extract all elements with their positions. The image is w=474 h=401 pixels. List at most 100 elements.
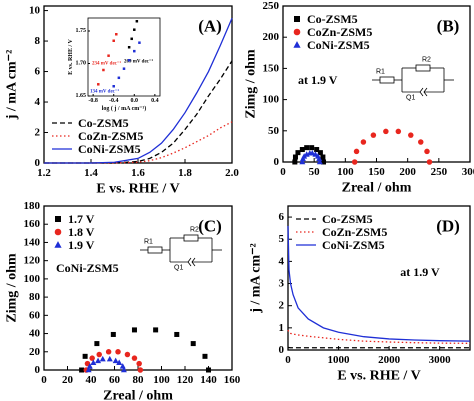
annotation: at 1.9 V <box>400 265 440 279</box>
marker <box>351 159 358 165</box>
x-tick-label: 140 <box>200 374 217 386</box>
marker <box>107 54 110 57</box>
y-tick-label: 50 <box>268 125 280 137</box>
legend-label: CoZn-ZSM5 <box>322 225 387 239</box>
marker <box>90 359 97 365</box>
legend-label: CoNi-ZSM5 <box>307 38 370 52</box>
marker <box>54 228 62 236</box>
marker <box>137 367 144 373</box>
marker <box>174 331 180 337</box>
x-tick-label: 40 <box>86 374 98 386</box>
marker <box>99 355 106 362</box>
marker <box>424 148 430 155</box>
y-tick-label: 8 <box>35 35 41 47</box>
y-tick-label: 60 <box>29 309 41 321</box>
y-axis-label: E vs. RHE / V <box>68 38 74 74</box>
marker <box>89 355 95 361</box>
x-tick-label: 0 <box>285 354 291 366</box>
y-tick-label: 4 <box>35 96 41 108</box>
x-tick-label: 80 <box>133 374 145 386</box>
marker <box>119 363 126 369</box>
x-tick-label: 160 <box>224 374 241 386</box>
marker <box>138 41 141 44</box>
panel-label: (D) <box>436 217 460 236</box>
annotation: at 1.9 V <box>298 73 338 87</box>
x-tick-label: 2000 <box>378 354 401 366</box>
marker <box>116 359 123 365</box>
x-tick-label: 200 <box>399 166 416 178</box>
marker <box>360 139 367 145</box>
marker <box>206 367 211 373</box>
y-tick-label: 40 <box>29 328 41 340</box>
marker <box>353 148 360 155</box>
circuit-label: R1 <box>376 69 385 76</box>
y-tick-label: 2 <box>35 127 41 139</box>
x-tick-label: 120 <box>177 374 194 386</box>
marker <box>120 366 127 373</box>
legend-label: Co-ZSM5 <box>322 212 373 226</box>
legend-label: CoZn-ZSM5 <box>307 25 372 39</box>
y-tick-label: 140 <box>24 236 41 248</box>
marker <box>316 155 323 162</box>
y-tick-label: 100 <box>263 94 280 106</box>
marker <box>304 145 310 151</box>
marker <box>299 158 306 165</box>
y-tick-label: 150 <box>263 62 280 74</box>
circuit-label: R2 <box>190 227 199 234</box>
marker <box>136 360 142 367</box>
x-tick-label: -0.8 <box>88 98 98 104</box>
y-axis-label: j / mA cm⁻² <box>249 243 264 314</box>
plot-frame <box>287 205 471 351</box>
x-tick-label: -0.4 <box>109 98 119 104</box>
data-line <box>44 17 233 164</box>
marker <box>112 39 115 42</box>
marker <box>395 128 402 135</box>
y-tick-label: 6 <box>279 211 285 223</box>
x-tick-label: 1.4 <box>84 167 98 179</box>
y-tick-label: 1.75 <box>76 28 87 34</box>
legend-label: CoZn-ZSM5 <box>78 129 143 143</box>
marker <box>408 132 414 138</box>
marker <box>370 132 377 138</box>
annotation: CoNi-ZSM5 <box>56 261 119 275</box>
x-tick-label: 0.4 <box>151 98 159 104</box>
marker <box>202 353 208 359</box>
marker <box>106 355 113 362</box>
y-tick-label: 180 <box>24 200 41 212</box>
marker <box>122 67 126 70</box>
y-tick-label: 0 <box>274 156 280 168</box>
marker <box>133 49 136 53</box>
marker <box>299 147 305 153</box>
marker <box>127 59 131 62</box>
marker <box>110 331 116 337</box>
marker <box>190 341 196 347</box>
legend-label: 1.7 V <box>68 212 95 226</box>
plot-frame <box>87 17 161 97</box>
y-tick-label: 250 <box>263 0 280 12</box>
y-axis-label: Zimg / ohm <box>244 49 259 119</box>
y-tick-label: 4 <box>279 255 285 267</box>
marker <box>293 41 301 48</box>
marker <box>309 145 315 151</box>
panel-label: (B) <box>437 17 460 36</box>
marker <box>124 351 131 358</box>
marker <box>321 159 327 165</box>
y-tick-label: 100 <box>24 273 41 285</box>
y-tick-label: 1.65 <box>76 93 87 99</box>
x-tick-label: 250 <box>431 166 448 178</box>
x-tick-label: 50 <box>309 166 321 178</box>
x-axis-label: E vs. RHE / V <box>96 182 179 197</box>
legend-label: Co-ZSM5 <box>307 12 358 26</box>
circuit-label: R1 <box>144 239 153 246</box>
x-tick-label: 2.0 <box>225 167 239 179</box>
marker <box>112 85 115 88</box>
marker <box>117 76 121 80</box>
x-tick-label: 100 <box>153 374 170 386</box>
y-tick-label: 80 <box>29 291 41 303</box>
y-tick-label: 10 <box>29 5 41 17</box>
marker <box>79 367 85 373</box>
marker <box>292 159 298 165</box>
marker <box>131 327 137 333</box>
marker <box>55 216 61 222</box>
marker <box>95 357 102 364</box>
